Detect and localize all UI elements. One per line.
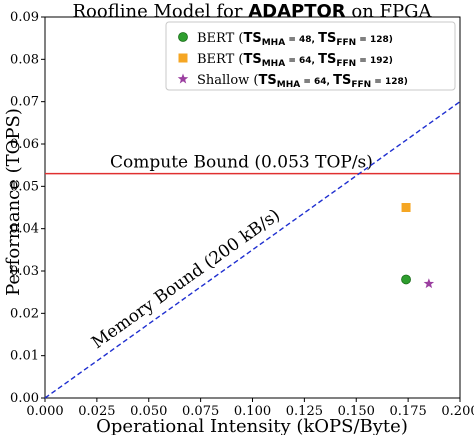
legend-entry-label: BERT (TSMHA = 48, TSFFN = 128) [197,31,393,48]
legend-entry-label: Shallow (TSMHA = 64, TSFFN = 128) [197,73,408,90]
y-axis-label: Performance (TOPS) [3,108,24,296]
data-point-star [423,278,435,289]
y-tick-label: 0.09 [10,10,39,25]
x-tick-label: 0.075 [182,404,219,419]
x-tick-label: 0.100 [234,404,271,419]
chart-title-part: Roofline Model for [73,1,249,22]
chart-title-emphasis: ADAPTOR [248,1,346,22]
x-tick-label: 0.175 [390,404,427,419]
y-tick-label: 0.00 [10,391,39,406]
y-tick-label: 0.07 [10,95,39,110]
chart-title: Roofline Model for ADAPTOR on FPGA [73,1,433,22]
x-tick-label: 0.025 [78,404,115,419]
data-point-square [401,203,411,212]
y-tick-label: 0.06 [10,137,39,152]
chart-title-part: on FPGA [346,1,433,22]
y-tick-label: 0.04 [10,222,39,237]
x-tick-label: 0.000 [26,404,63,419]
legend-marker-circle [178,32,188,42]
bound-lines-layer: Compute Bound (0.053 TOP/s) Memory Bound … [44,101,461,399]
y-tick-label: 0.03 [10,264,39,279]
y-tick-label: 0.02 [10,306,39,321]
legend: BERT (TSMHA = 48, TSFFN = 128) BERT (TSMH… [165,21,456,91]
axes-layer: 0.000 0.025 0.050 0.075 0.100 0.125 0.150 0.175… [10,10,474,419]
legend-entry-label: BERT (TSMHA = 64, TSFFN = 192) [197,52,393,69]
y-tick-label: 0.08 [10,52,39,67]
x-tick-label: 0.050 [130,404,167,419]
x-tick-label: 0.200 [441,404,474,419]
memory-bound-line [44,101,461,399]
data-point-circle [401,274,411,285]
compute-bound-label: Compute Bound (0.053 TOP/s) [110,153,373,173]
legend-box [165,21,456,91]
y-tick-label: 0.01 [10,349,39,364]
legend-marker-star [177,73,189,84]
legend-marker-square [178,53,188,63]
data-points-layer [401,203,435,289]
x-tick-label: 0.125 [286,404,323,419]
y-tick-label: 0.05 [10,179,39,194]
x-tick-label: 0.150 [338,404,375,419]
memory-bound-label: Memory Bound (200 kB/s) [88,205,284,353]
x-axis-label: Operational Intensity (kOPS/Byte) [96,416,408,435]
